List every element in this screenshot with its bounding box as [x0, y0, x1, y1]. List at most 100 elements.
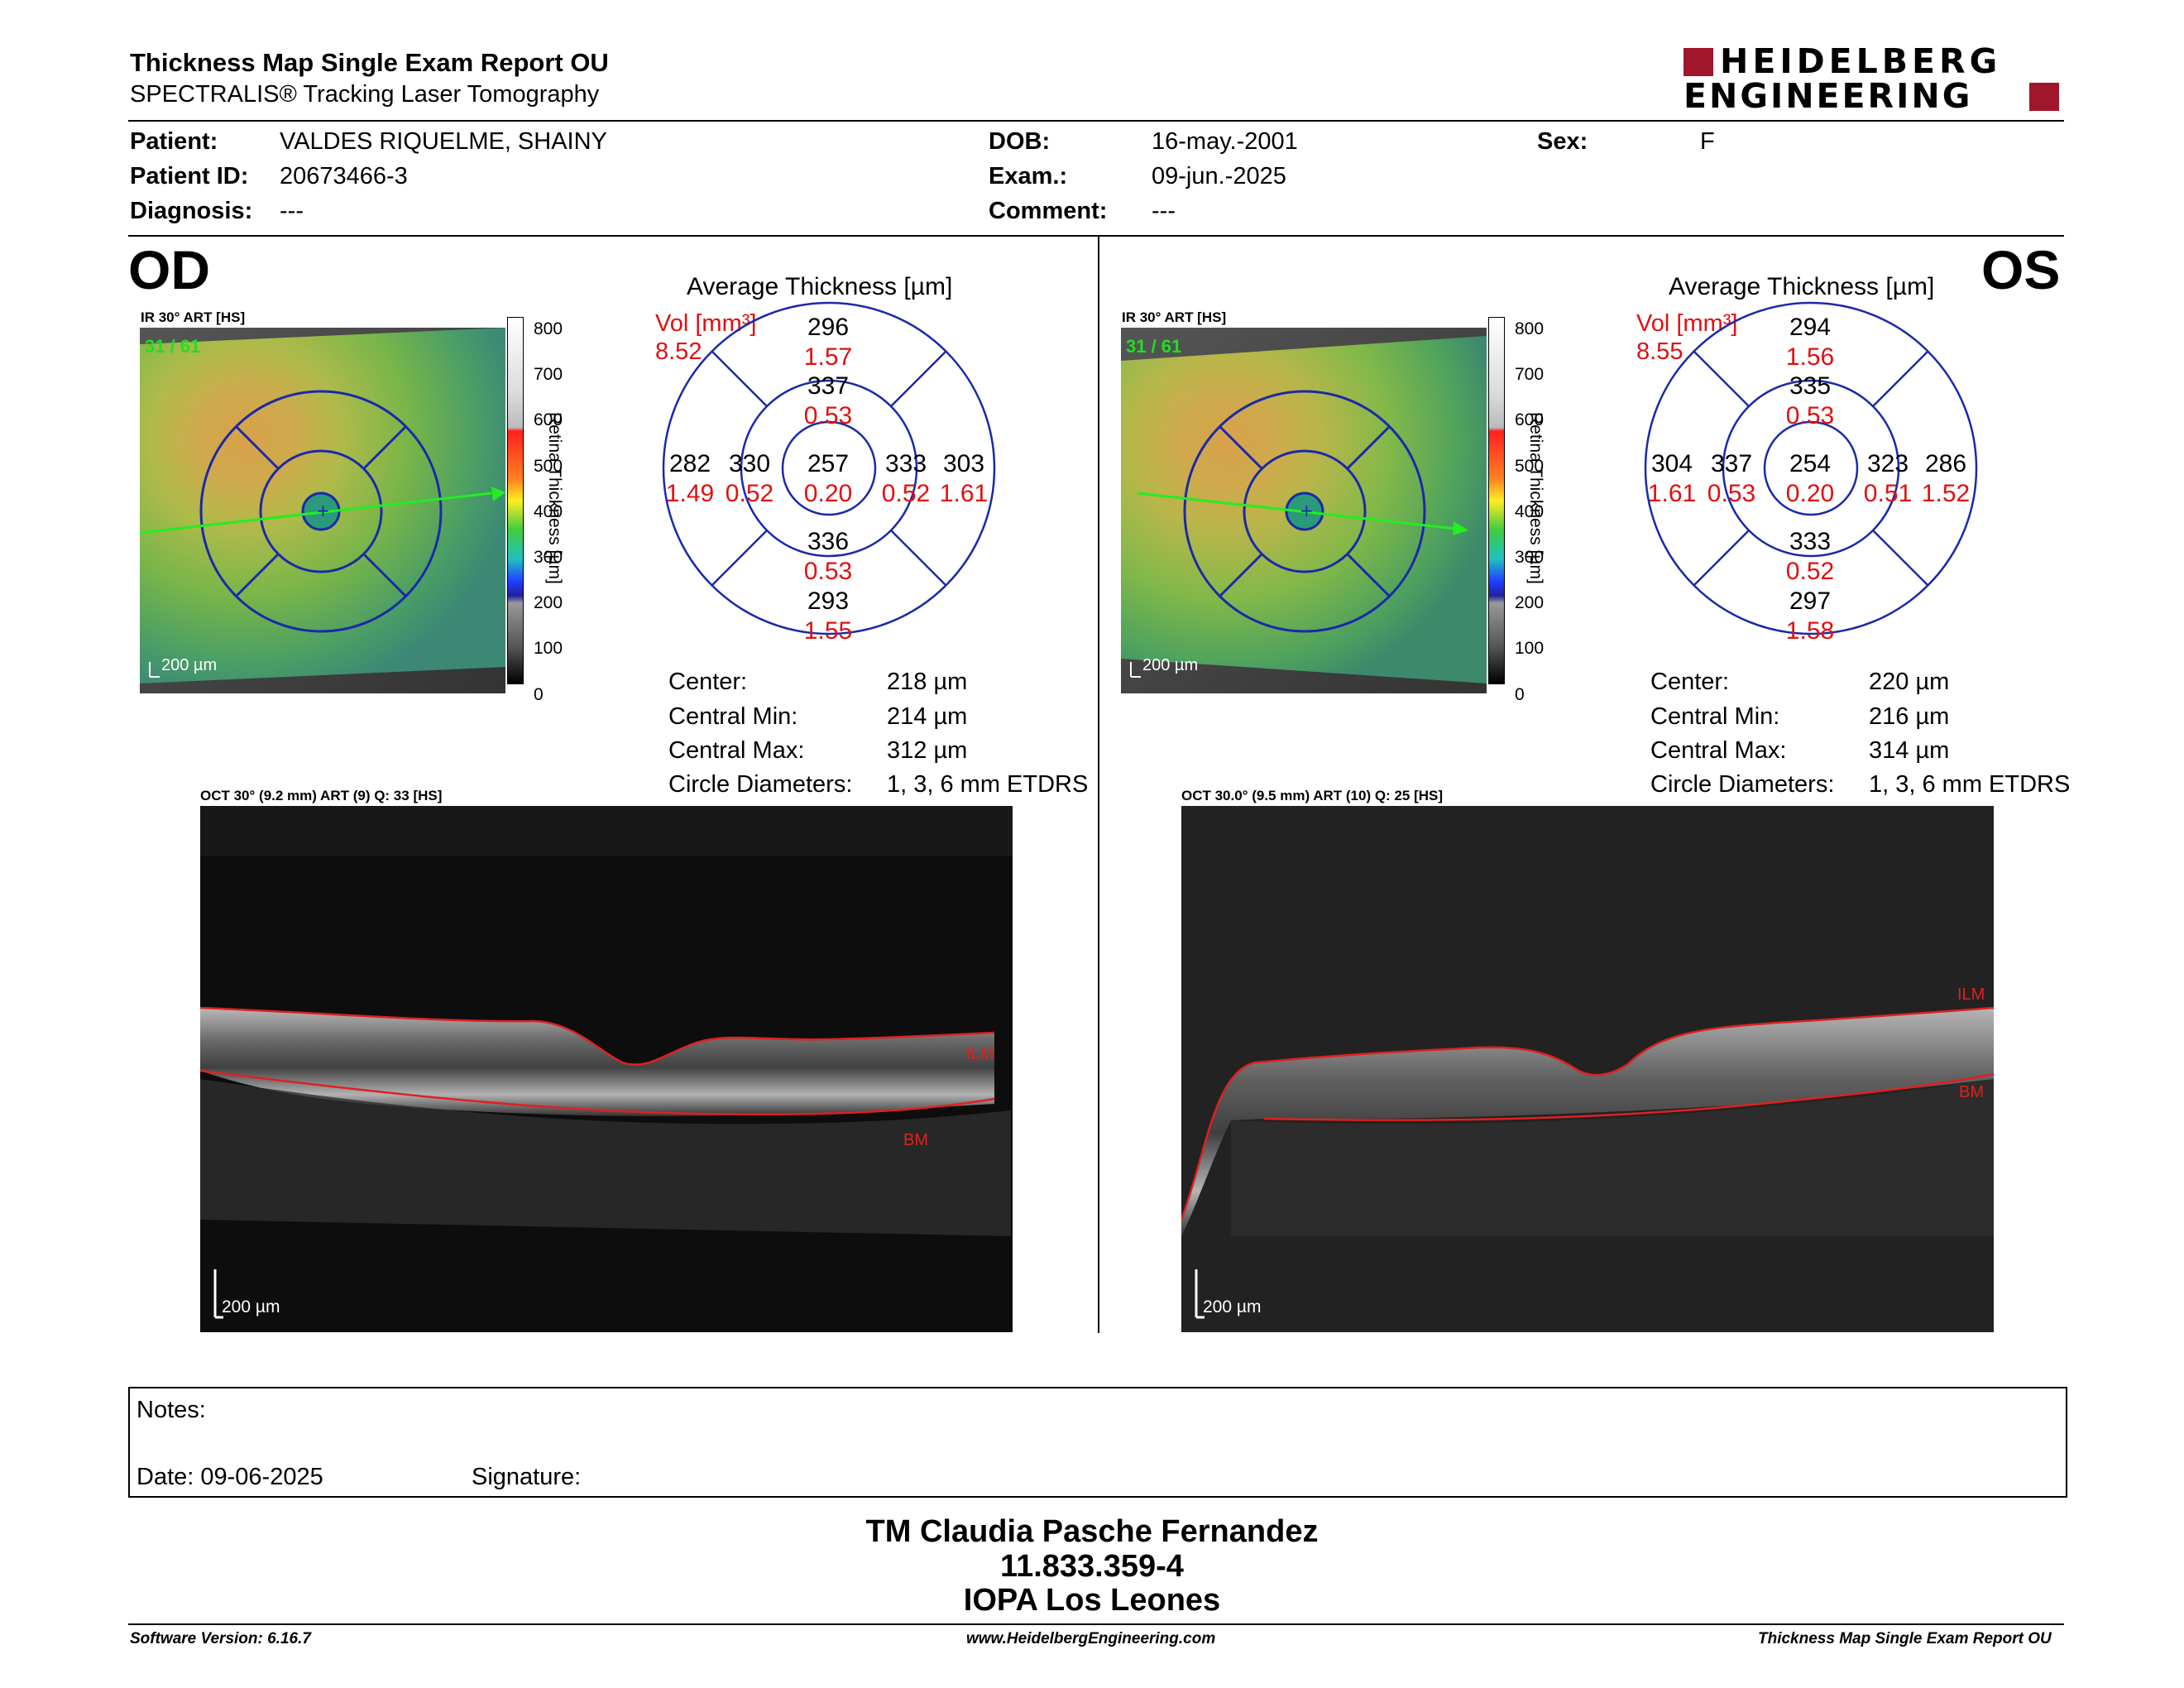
- os-colorbar-label: Retina Thickness [µm]: [1526, 412, 1545, 584]
- os-min-value: 216 µm: [1869, 703, 1950, 730]
- os-max-label: Central Max:: [1650, 737, 1787, 764]
- od-ilm-label: ILM: [966, 1045, 994, 1063]
- notes-signature-label: Signature:: [472, 1464, 582, 1490]
- os-sector-outer-right: 286 1.52: [1921, 450, 1971, 507]
- os-vol-value: 8.55: [1636, 338, 1684, 365]
- od-sector-outer-right: 303 1.61: [939, 450, 989, 507]
- od-vol-value: 8.52: [655, 338, 702, 365]
- patient-id: 20673466-3: [280, 163, 408, 189]
- exam-value: 09-jun.-2025: [1152, 163, 1286, 189]
- dob-value: 16-may.-2001: [1152, 128, 1298, 155]
- od-sector-outer-inf: 293 1.55: [803, 587, 853, 645]
- os-center-value: 220 µm: [1869, 669, 1950, 695]
- os-scale-label: 200 µm: [1142, 656, 1198, 674]
- header-divider: [128, 120, 2064, 122]
- od-eye-label: OD: [128, 239, 210, 300]
- footer-divider: [128, 1623, 2064, 1625]
- os-bm-label: BM: [1959, 1083, 1984, 1101]
- os-vol-label: Vol [mm³]: [1636, 310, 1738, 337]
- patient-name: VALDES RIQUELME, SHAINY: [280, 128, 607, 155]
- diagnosis-label: Diagnosis:: [130, 198, 253, 224]
- dob-label: DOB:: [989, 128, 1051, 155]
- comment-label: Comment:: [989, 198, 1108, 224]
- comment-value: ---: [1152, 198, 1176, 224]
- os-etdrs-grid: [1644, 301, 1978, 635]
- od-ir-label: IR 30° ART [HS]: [141, 309, 246, 325]
- od-min-label: Central Min:: [668, 703, 798, 730]
- patient-label: Patient:: [130, 128, 218, 155]
- os-sector-outer-left: 304 1.61: [1647, 450, 1697, 507]
- od-bm-label: BM: [903, 1131, 928, 1149]
- od-max-label: Central Max:: [668, 737, 805, 764]
- od-sector-inner-right: 333 0.52: [881, 450, 931, 507]
- od-vol-label: Vol [mm³]: [655, 310, 757, 337]
- logo-line-2: ENGINEERING: [1684, 76, 1973, 116]
- os-oct-scale: 200 µm: [1203, 1297, 1261, 1316]
- eye-divider: [1098, 237, 1099, 1333]
- os-colorbar: [1488, 317, 1505, 684]
- od-sector-inner-left: 330 0.52: [725, 450, 774, 507]
- od-oct-label: OCT 30° (9.2 mm) ART (9) Q: 33 [HS]: [200, 788, 443, 803]
- os-sector-outer-sup: 294 1.56: [1785, 314, 1835, 371]
- od-sector-inner-sup: 337 0.53: [803, 372, 853, 429]
- os-sector-center: 254 0.20: [1785, 450, 1835, 507]
- notes-date: Date: 09-06-2025: [136, 1464, 323, 1490]
- od-colorbar-ticks: 800 700 600 500 400 300 200 100 0: [534, 319, 563, 704]
- footer-software-version: Software Version: 6.16.7: [130, 1630, 311, 1647]
- diagnosis-value: ---: [280, 198, 304, 224]
- notes-label: Notes:: [136, 1397, 206, 1423]
- od-sector-outer-sup: 296 1.57: [803, 314, 853, 371]
- os-eye-label: OS: [1981, 239, 2061, 300]
- exam-label: Exam.:: [989, 163, 1068, 189]
- od-min-value: 214 µm: [887, 703, 968, 730]
- footer-report-name: Thickness Map Single Exam Report OU: [1758, 1630, 2052, 1647]
- os-min-label: Central Min:: [1650, 703, 1780, 730]
- notes-box[interactable]: Notes: Date: 09-06-2025 Signature:: [128, 1387, 2067, 1498]
- sex-value: F: [1700, 128, 1715, 155]
- od-oct-bscan: ILM BM 200 µm: [200, 806, 1013, 1332]
- od-sector-center: 257 0.20: [803, 450, 853, 507]
- report-title: Thickness Map Single Exam Report OU: [130, 48, 609, 77]
- report-subtitle: SPECTRALIS® Tracking Laser Tomography: [130, 81, 600, 108]
- os-oct-label: OCT 30.0° (9.5 mm) ART (10) Q: 25 [HS]: [1181, 788, 1444, 803]
- os-colorbar-ticks: 800 700 600 500 400 300 200 100 0: [1515, 319, 1545, 704]
- od-sector-inner-inf: 336 0.53: [803, 528, 853, 585]
- footer-url[interactable]: www.HeidelbergEngineering.com: [966, 1630, 1216, 1647]
- od-oct-scale: 200 µm: [222, 1297, 280, 1316]
- signatory-org: IOPA Los Leones: [963, 1583, 1221, 1618]
- od-etdrs-grid: [662, 301, 996, 635]
- os-sector-inner-left: 337 0.53: [1707, 450, 1756, 507]
- patient-divider: [128, 235, 2064, 237]
- signatory-name: TM Claudia Pasche Fernandez: [865, 1514, 1319, 1549]
- sex-label: Sex:: [1537, 128, 1588, 155]
- od-diam-label: Circle Diameters:: [668, 771, 853, 798]
- od-scale-label: 200 µm: [161, 656, 217, 674]
- od-frame-counter: 31 / 61: [145, 336, 200, 357]
- os-max-value: 314 µm: [1869, 737, 1950, 764]
- os-sector-inner-inf: 333 0.52: [1785, 528, 1835, 585]
- os-ilm-label: ILM: [1957, 985, 1985, 1004]
- os-sector-inner-sup: 335 0.53: [1785, 372, 1835, 429]
- logo-line-1: HEIDELBERG: [1720, 41, 2002, 81]
- od-chart-title: Average Thickness [µm]: [687, 273, 953, 300]
- patient-id-label: Patient ID:: [130, 163, 249, 189]
- os-chart-title: Average Thickness [µm]: [1669, 273, 1935, 300]
- svg-text:+: +: [1300, 501, 1314, 520]
- os-diam-value: 1, 3, 6 mm ETDRS: [1869, 771, 2071, 798]
- os-oct-bscan: ILM BM 200 µm: [1181, 806, 1994, 1332]
- od-center-value: 218 µm: [887, 669, 968, 695]
- od-diam-value: 1, 3, 6 mm ETDRS: [887, 771, 1089, 798]
- os-thickness-map: + 31 / 61 200 µm: [1121, 328, 1487, 693]
- os-ir-label: IR 30° ART [HS]: [1122, 309, 1227, 325]
- od-thickness-map: + 31 / 61 200 µm: [140, 328, 505, 693]
- od-max-value: 312 µm: [887, 737, 968, 764]
- os-center-label: Center:: [1650, 669, 1730, 695]
- od-colorbar: [507, 317, 524, 684]
- heidelberg-logo: HEIDELBERG ENGINEERING: [1684, 41, 2064, 116]
- os-sector-outer-inf: 297 1.58: [1785, 587, 1835, 645]
- od-colorbar-label: Retina Thickness [µm]: [545, 412, 564, 584]
- od-sector-outer-left: 282 1.49: [665, 450, 715, 507]
- os-sector-inner-right: 323 0.51: [1863, 450, 1913, 507]
- svg-text:+: +: [316, 501, 330, 520]
